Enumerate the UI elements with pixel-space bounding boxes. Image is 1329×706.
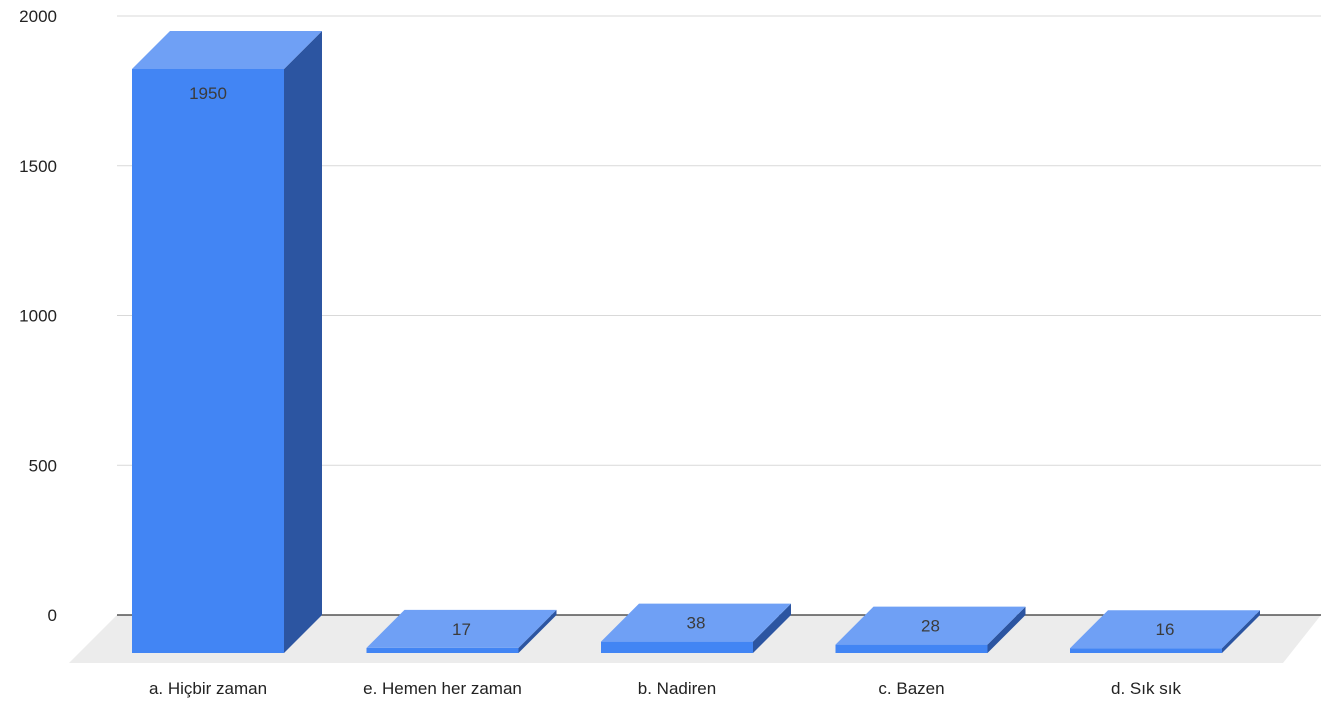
x-tick-label: d. Sık sık xyxy=(1111,679,1181,698)
bar-side xyxy=(518,609,557,653)
x-tick-label: a. Hiçbir zaman xyxy=(149,679,267,698)
bar-side xyxy=(753,603,791,653)
x-tick-label: e. Hemen her zaman xyxy=(363,679,522,698)
y-tick-label: 500 xyxy=(29,456,57,475)
y-tick-label: 0 xyxy=(48,606,57,625)
bar-top xyxy=(1070,610,1260,649)
x-tick-label: c. Bazen xyxy=(878,679,944,698)
data-label: 16 xyxy=(1156,620,1175,639)
bar: 28 xyxy=(835,606,1026,653)
data-label: 38 xyxy=(687,614,706,633)
bar-top xyxy=(601,603,791,642)
bar-top xyxy=(366,609,557,648)
bar: 16 xyxy=(1070,610,1260,653)
bar: 1950 xyxy=(132,30,322,654)
bar-side xyxy=(284,30,322,654)
data-label: 17 xyxy=(452,620,471,639)
y-tick-label: 1500 xyxy=(19,157,57,176)
bar-front xyxy=(132,68,284,654)
bars: 1950 17 38 28 16 xyxy=(132,30,1260,654)
bar-front xyxy=(835,644,988,653)
data-label: 1950 xyxy=(189,84,227,103)
data-label: 28 xyxy=(921,617,940,636)
bar: 17 xyxy=(366,609,557,653)
bar-side xyxy=(987,606,1026,653)
bar-top xyxy=(132,30,322,69)
bar-front xyxy=(601,641,753,653)
bar-side xyxy=(1222,610,1260,653)
x-tick-label: b. Nadiren xyxy=(638,679,716,698)
y-axis-ticks: 0 500 1000 1500 2000 xyxy=(19,7,57,625)
x-axis-labels: a. Hiçbir zaman e. Hemen her zaman b. Nadi… xyxy=(149,679,1182,698)
bar-front xyxy=(366,647,519,653)
bar-top xyxy=(835,606,1026,645)
bar: 38 xyxy=(601,603,791,653)
y-tick-label: 1000 xyxy=(19,307,57,326)
y-tick-label: 2000 xyxy=(19,7,57,26)
bar-front xyxy=(1070,648,1222,653)
